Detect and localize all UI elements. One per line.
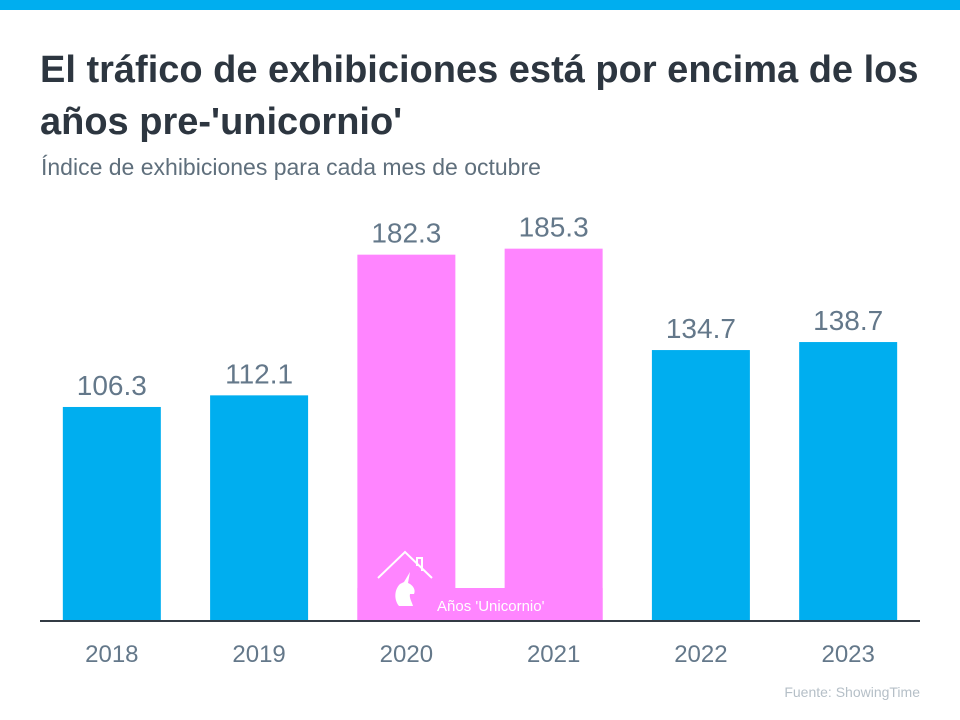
value-label-2019: 112.1 (225, 358, 293, 389)
value-label-2018: 106.3 (77, 370, 147, 401)
source-credit: Fuente: ShowingTime (784, 684, 920, 700)
bar-2022 (651, 350, 750, 620)
unicorn-years-label: Años 'Unicornio' (437, 598, 545, 615)
value-label-2023: 138.7 (813, 305, 883, 336)
x-tick-2022: 2022 (674, 641, 727, 668)
x-tick-2021: 2021 (527, 641, 580, 668)
x-tick-labels-group: 2018 2019 2020 2021 2022 2023 (85, 641, 875, 668)
value-label-2022: 134.7 (666, 313, 736, 344)
value-labels-group: 106.3 112.1 182.3 185.3 134.7 138.7 (77, 212, 883, 401)
chart-title: El tráfico de exhibiciones está por enci… (40, 49, 919, 143)
top-accent-bar (0, 0, 960, 10)
value-label-2021: 185.3 (519, 212, 589, 243)
bar-2020 (357, 254, 456, 620)
bars-group (62, 248, 898, 620)
chart-subtitle: Índice de exhibiciones para cada mes de … (41, 154, 541, 180)
unicorn-house-icon (377, 550, 433, 606)
value-label-2020: 182.3 (371, 218, 441, 249)
x-tick-2023: 2023 (821, 641, 874, 668)
bar-2019 (210, 395, 309, 620)
x-tick-2020: 2020 (380, 641, 433, 668)
bar-2018 (62, 406, 161, 620)
x-tick-2018: 2018 (85, 641, 138, 668)
bar-2023 (799, 342, 898, 620)
bar-2021 (504, 248, 603, 620)
x-tick-2019: 2019 (232, 641, 285, 668)
